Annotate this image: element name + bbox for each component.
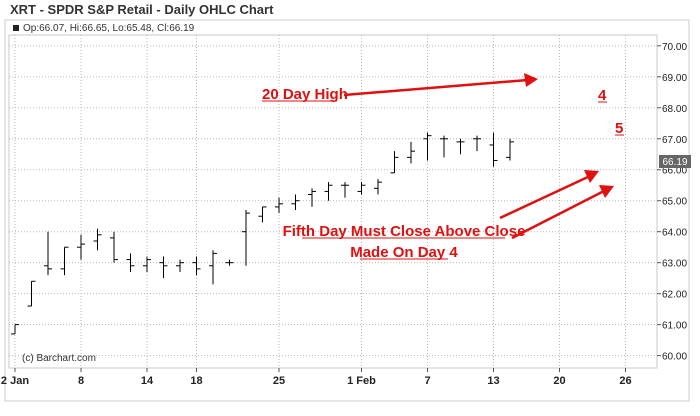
- last-price-label: 66.19: [662, 157, 687, 168]
- x-tick-label: 18: [190, 375, 202, 387]
- ohlc-bar: [275, 197, 283, 214]
- credit-text: (c) Barchart.com: [22, 353, 96, 364]
- axis-layer: 60.00 61.00 62.00 63.00 64.00 65.00 66.00 67.00…: [1, 42, 688, 387]
- ohlc-bar: [291, 194, 300, 211]
- ohlc-bar: [456, 138, 465, 155]
- arrow-high-head: [524, 73, 538, 87]
- y-tick-label: 63.00: [662, 259, 687, 270]
- ohlc-bar: [423, 132, 432, 161]
- ohlc-bar: [126, 253, 135, 272]
- x-tick-label: 20: [553, 375, 565, 387]
- arrow-day-5: [511, 189, 605, 240]
- chart-title: XRT - SPDR S&P Retail - Daily OHLC Chart: [10, 2, 274, 17]
- annotation-day-5: 5: [615, 120, 623, 137]
- y-tick-label: 62.00: [662, 290, 687, 301]
- ohlc-bar: [110, 231, 118, 263]
- arrow-day-4: [499, 174, 591, 220]
- ohlc-bar: [374, 179, 382, 195]
- annotation-rule-line-2: Made On Day 4: [350, 244, 458, 261]
- ohlc-bar: [473, 135, 481, 152]
- ohlc-bar: [11, 324, 19, 335]
- x-tick-label: 2 Jan: [1, 375, 29, 387]
- annotation-rule-line-1: Fifth Day Must Close Above Close: [283, 223, 526, 240]
- ohlc-bar: [209, 250, 217, 285]
- y-tick-label: 69.00: [662, 73, 687, 84]
- annotation-20-day-high: 20 Day High: [262, 86, 348, 103]
- ohlc-bar: [60, 246, 69, 276]
- x-tick-label: 26: [619, 375, 631, 387]
- ohlc-bar: [324, 182, 333, 201]
- ohlc-bar: [77, 234, 85, 260]
- ohlc-bar: [27, 280, 36, 307]
- ohlc-bar: [489, 132, 498, 167]
- annotation-layer: 20 Day High 4 5 Fifth Day Must Close Abo…: [262, 73, 624, 261]
- ohlc-bar: [176, 259, 184, 272]
- ohlc-bar: [258, 206, 267, 223]
- ohlc-bar: [440, 135, 448, 158]
- ohlc-bar: [506, 138, 514, 161]
- ohlc-bar: [225, 259, 234, 266]
- grid-layer: [9, 35, 657, 368]
- arrow-high: [343, 78, 529, 97]
- x-tick-label: 14: [141, 375, 154, 387]
- y-tick-label: 61.00: [662, 321, 687, 332]
- y-tick-label: 60.00: [662, 352, 687, 363]
- x-tick-label: 7: [424, 375, 430, 387]
- ohlc-bar: [44, 231, 52, 276]
- ohlc-bar: [93, 228, 102, 251]
- ohlc-bar: [390, 151, 399, 174]
- ohlc-bar: [357, 182, 366, 195]
- y-tick-label: 68.00: [662, 104, 687, 115]
- y-tick-label: 66.00: [662, 166, 687, 177]
- bars-layer: [11, 132, 514, 335]
- arrow-day-5-head: [599, 185, 614, 198]
- y-tick-label: 70.00: [662, 42, 687, 53]
- x-tick-label: 8: [78, 375, 84, 387]
- ohlc-bar: [143, 256, 151, 272]
- x-tick-label: 25: [273, 375, 285, 387]
- last-price-box: [659, 155, 691, 168]
- y-tick-label: 67.00: [662, 135, 687, 146]
- annotation-day-4: 4: [598, 87, 607, 104]
- ohlc-readout: Op:66.07, Hi:66.65, Lo:65.48, Cl:66.19: [23, 23, 195, 34]
- ohlc-bar: [407, 141, 415, 164]
- outer-frame: [4, 19, 690, 402]
- ohlc-bar: [192, 256, 201, 276]
- legend-swatch: [13, 25, 19, 31]
- arrow-day-4-head: [584, 170, 599, 183]
- x-tick-label: 1 Feb: [347, 375, 376, 387]
- ohlc-bar: [159, 256, 168, 279]
- y-tick-label: 65.00: [662, 197, 687, 208]
- ohlc-bar: [308, 188, 316, 207]
- x-tick-label: 13: [487, 375, 499, 387]
- ohlc-bar: [341, 182, 349, 198]
- y-tick-label: 64.00: [662, 228, 687, 239]
- plot-area: [8, 34, 658, 369]
- ohlc-bar: [242, 210, 250, 266]
